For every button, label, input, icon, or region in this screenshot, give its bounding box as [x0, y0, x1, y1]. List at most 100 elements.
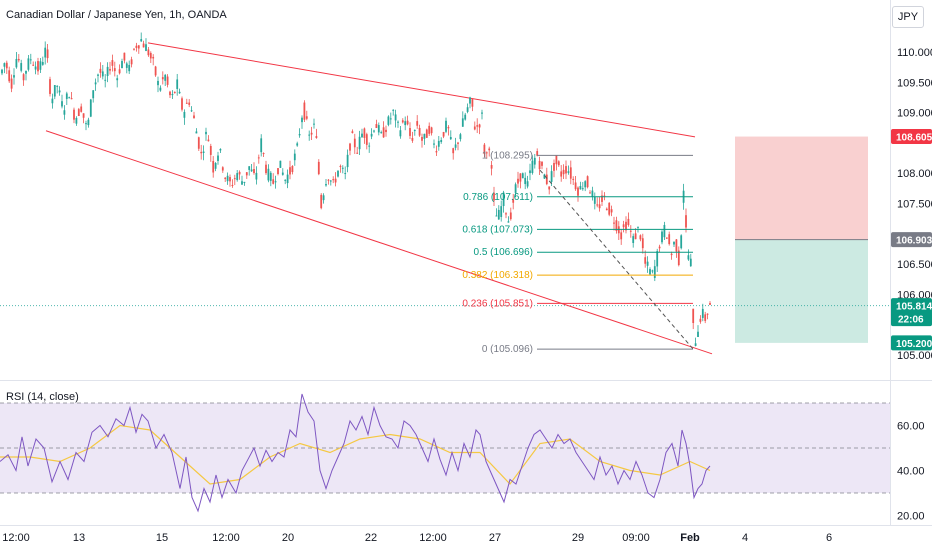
candle-body: [123, 52, 126, 61]
price-tag-0: [891, 129, 932, 145]
candle-body: [440, 140, 443, 142]
candle-body: [106, 66, 109, 77]
price-tick-label: 109.500: [897, 77, 932, 89]
candle-body: [365, 134, 368, 145]
candle-body: [442, 132, 445, 137]
candle-body: [337, 170, 339, 177]
candle-body: [445, 120, 447, 132]
candle-body: [610, 209, 613, 213]
candle-body: [529, 170, 531, 174]
candle-body: [622, 224, 625, 228]
candle-body: [116, 78, 119, 81]
candle-body: [653, 266, 656, 278]
candle-body: [296, 143, 299, 146]
candle-body: [313, 123, 315, 125]
candle-body: [581, 188, 584, 190]
candle-body: [677, 250, 680, 266]
time-tick-label: 6: [826, 532, 832, 544]
candle-body: [229, 177, 231, 182]
candle-body: [675, 239, 678, 252]
candle-body: [361, 133, 363, 138]
candle-body: [15, 58, 18, 68]
candle-body: [104, 79, 107, 81]
candle-body: [27, 58, 30, 70]
candle-body: [356, 152, 359, 154]
candle-body: [176, 79, 179, 89]
candle-body: [329, 180, 332, 182]
candle-body: [140, 39, 143, 42]
candle-body: [649, 269, 651, 275]
candle-body: [483, 144, 486, 155]
candle-body: [322, 195, 325, 201]
candle-body: [541, 161, 543, 166]
time-tick-label: 20: [282, 532, 294, 544]
candle-body: [193, 115, 195, 119]
time-tick-label: 22: [365, 532, 377, 544]
candle-body: [569, 167, 572, 179]
candle-body: [406, 120, 409, 125]
currency-button[interactable]: JPY: [892, 6, 924, 28]
candle-body: [413, 130, 416, 132]
candle-body: [358, 136, 361, 150]
candle-body: [286, 174, 289, 184]
position-target-zone: [735, 239, 868, 343]
candle-body: [500, 206, 503, 217]
candle-body: [135, 45, 138, 48]
candle-body: [589, 192, 591, 194]
candle-body: [281, 172, 284, 175]
candle-body: [476, 125, 479, 127]
candle-body: [130, 59, 133, 65]
candle-body: [29, 59, 32, 61]
candle-body: [514, 184, 517, 193]
candle-body: [147, 49, 150, 56]
candle-body: [344, 173, 347, 175]
candle-body: [509, 212, 512, 220]
candle-body: [272, 179, 275, 184]
candle-body: [411, 137, 414, 141]
candle-body: [245, 172, 248, 176]
candle-body: [661, 231, 663, 243]
rsi-tick-label: 40.00: [897, 466, 925, 478]
candle-body: [512, 199, 515, 203]
candle-body: [368, 145, 371, 147]
candle-body: [118, 69, 121, 74]
candle-body: [113, 68, 116, 72]
candle-body: [99, 68, 102, 73]
candle-body: [656, 251, 659, 267]
candle-body: [488, 148, 491, 151]
candle-body: [291, 166, 294, 173]
candle-body: [236, 173, 239, 181]
candle-body: [533, 157, 536, 165]
candle-body: [233, 178, 236, 180]
candle-body: [46, 49, 49, 59]
candle-body: [574, 182, 577, 190]
candle-body: [63, 110, 66, 115]
candle-body: [557, 161, 560, 166]
candle-body: [478, 124, 481, 128]
rsi-tick-label: 20.00: [897, 511, 925, 523]
candle-body: [303, 102, 306, 120]
candle-body: [644, 257, 647, 264]
time-tick-label: 12:00: [419, 532, 447, 544]
candle-body: [238, 171, 241, 175]
candle-body: [579, 185, 582, 190]
candle-body: [224, 177, 227, 179]
candle-body: [128, 64, 131, 72]
candle-body: [161, 77, 164, 80]
rsi-label: RSI (14, close): [6, 391, 79, 403]
candle-body: [20, 63, 23, 71]
candle-body: [613, 222, 615, 224]
time-tick-label: 29: [572, 532, 584, 544]
candle-body: [202, 151, 205, 153]
candle-body: [353, 138, 356, 148]
candle-body: [77, 109, 80, 117]
candle-body: [387, 116, 390, 125]
candle-body: [363, 128, 366, 138]
candle-body: [399, 130, 402, 137]
candle-body: [226, 175, 229, 182]
price-tag-label-2: 105.814: [896, 302, 932, 313]
time-tick-label: 15: [156, 532, 168, 544]
candle-body: [248, 166, 251, 170]
